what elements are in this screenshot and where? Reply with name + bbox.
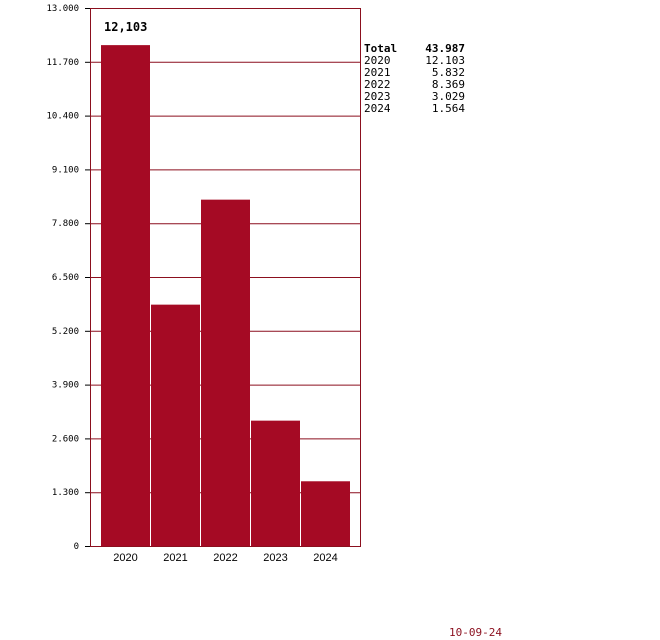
bar-2022 bbox=[201, 199, 250, 546]
y-tick-label: 11.700 bbox=[46, 58, 79, 68]
bar-2020 bbox=[101, 45, 150, 546]
summary-row: 2024 1.564 bbox=[364, 103, 465, 115]
plot-frame bbox=[90, 8, 361, 547]
summary-row-value: 12.103 bbox=[425, 54, 465, 67]
summary-row-value: 5.832 bbox=[431, 66, 465, 79]
peak-value-label: 12,103 bbox=[104, 20, 147, 34]
bar-2023 bbox=[251, 420, 300, 546]
summary-row-label: 2024 bbox=[364, 102, 391, 115]
summary-table: Total 43.987 2020 12.103 2021 5.832 2022… bbox=[364, 43, 465, 115]
y-tick-label: 6.500 bbox=[52, 273, 79, 283]
summary-row-label: 2023 bbox=[364, 90, 391, 103]
y-tick-label: 5.200 bbox=[52, 327, 79, 337]
x-tick-label: 2024 bbox=[313, 552, 337, 564]
summary-row: 2020 12.103 bbox=[364, 55, 465, 67]
bar-2021 bbox=[151, 304, 200, 546]
bar-2024 bbox=[301, 481, 350, 546]
summary-row-value: 8.369 bbox=[431, 78, 465, 91]
y-tick-label: 0 bbox=[74, 542, 79, 552]
summary-row: 2022 8.369 bbox=[364, 79, 465, 91]
y-tick-label: 10.400 bbox=[46, 112, 79, 122]
x-tick-label: 2023 bbox=[263, 552, 287, 564]
summary-row-label: 2021 bbox=[364, 66, 391, 79]
y-tick-label: 7.800 bbox=[52, 219, 79, 229]
y-axis-ticks: 0 1.300 2.600 3.900 5.200 6.500 7.800 9.100 10.4… bbox=[46, 4, 90, 552]
summary-total-label: Total bbox=[364, 42, 398, 55]
summary-total-row: Total 43.987 bbox=[364, 43, 465, 55]
summary-row-label: 2020 bbox=[364, 54, 391, 67]
y-tick-label: 1.300 bbox=[52, 488, 79, 498]
x-tick-label: 2021 bbox=[163, 552, 187, 564]
summary-row-value: 1.564 bbox=[431, 102, 465, 115]
x-tick-label: 2022 bbox=[213, 552, 237, 564]
bars bbox=[101, 45, 350, 546]
summary-total-value: 43.987 bbox=[425, 42, 465, 55]
summary-row-value: 3.029 bbox=[431, 90, 465, 103]
y-tick-label: 2.600 bbox=[52, 434, 79, 444]
y-tick-label: 3.900 bbox=[52, 381, 79, 391]
summary-row: 2021 5.832 bbox=[364, 67, 465, 79]
x-tick-label: 2020 bbox=[113, 552, 137, 564]
x-axis-ticks: 2020 2021 2022 2023 2024 bbox=[113, 552, 337, 564]
footer-date: 10-09-24 bbox=[449, 626, 502, 639]
y-tick-label: 13.000 bbox=[46, 4, 79, 14]
summary-row-label: 2022 bbox=[364, 78, 391, 91]
y-tick-label: 9.100 bbox=[52, 165, 79, 175]
summary-row: 2023 3.029 bbox=[364, 91, 465, 103]
